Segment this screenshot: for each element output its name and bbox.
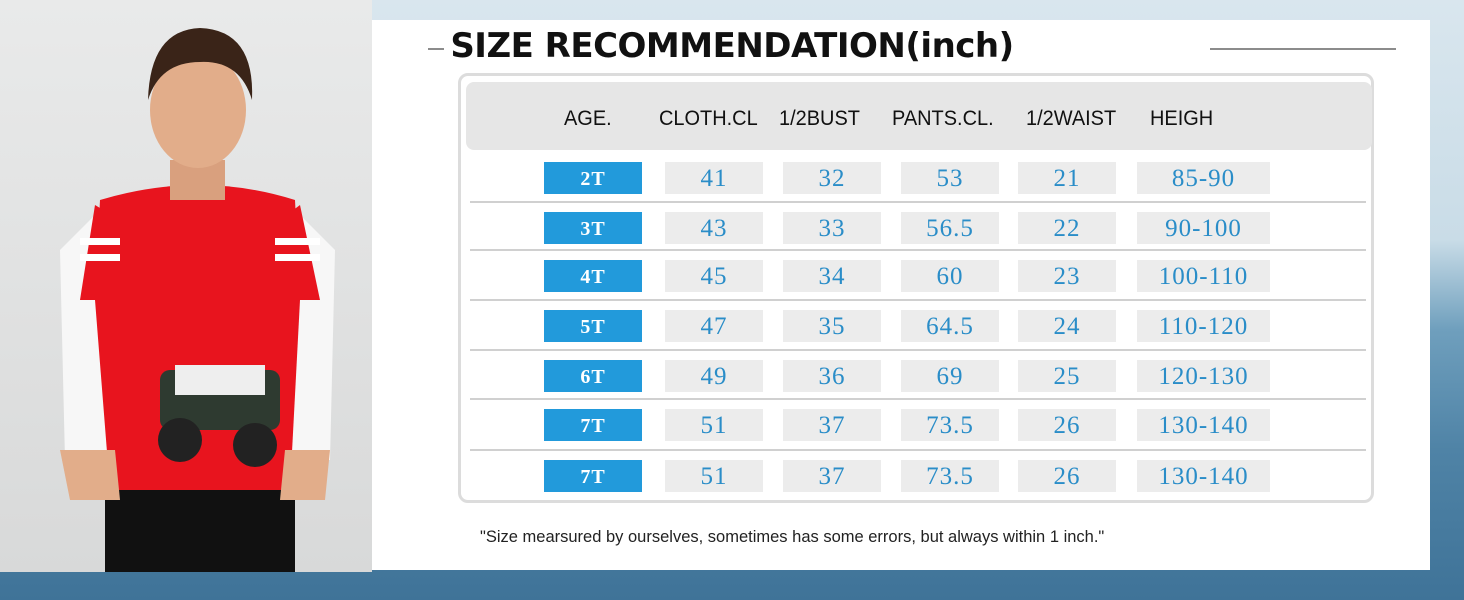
value-cell: 34 bbox=[783, 260, 881, 292]
value-cell: 60 bbox=[901, 260, 999, 292]
value-cell: 43 bbox=[665, 212, 763, 244]
car-graphic bbox=[158, 365, 280, 467]
age-cell: 3T bbox=[544, 212, 642, 244]
value-cell: 26 bbox=[1018, 409, 1116, 441]
value-cell: 73.5 bbox=[901, 460, 999, 492]
column-header: HEIGH bbox=[1150, 107, 1214, 130]
age-cell: 2T bbox=[544, 162, 642, 194]
value-cell: 25 bbox=[1018, 360, 1116, 392]
row-divider bbox=[470, 349, 1366, 351]
value-cell: 56.5 bbox=[901, 212, 999, 244]
value-cell: 41 bbox=[665, 162, 763, 194]
model-photo bbox=[0, 0, 372, 572]
column-header: AGE. bbox=[564, 107, 612, 130]
age-cell: 4T bbox=[544, 260, 642, 292]
value-cell: 22 bbox=[1018, 212, 1116, 244]
value-cell: 130-140 bbox=[1137, 409, 1270, 441]
value-cell: 120-130 bbox=[1137, 360, 1270, 392]
value-cell: 130-140 bbox=[1137, 460, 1270, 492]
age-cell: 6T bbox=[544, 360, 642, 392]
value-cell: 37 bbox=[783, 460, 881, 492]
value-cell: 73.5 bbox=[901, 409, 999, 441]
value-cell: 51 bbox=[665, 409, 763, 441]
chart-title: SIZE RECOMMENDATION(inch) bbox=[444, 26, 1020, 66]
value-cell: 23 bbox=[1018, 260, 1116, 292]
value-cell: 33 bbox=[783, 212, 881, 244]
column-header: 1/2BUST bbox=[779, 107, 860, 130]
value-cell: 53 bbox=[901, 162, 999, 194]
measurement-note: "Size mearsured by ourselves, sometimes … bbox=[480, 528, 1105, 546]
value-cell: 49 bbox=[665, 360, 763, 392]
value-cell: 37 bbox=[783, 409, 881, 441]
value-cell: 35 bbox=[783, 310, 881, 342]
age-cell: 5T bbox=[544, 310, 642, 342]
value-cell: 51 bbox=[665, 460, 763, 492]
age-cell: 7T bbox=[544, 409, 642, 441]
value-cell: 36 bbox=[783, 360, 881, 392]
value-cell: 26 bbox=[1018, 460, 1116, 492]
value-cell: 100-110 bbox=[1137, 260, 1270, 292]
value-cell: 21 bbox=[1018, 162, 1116, 194]
value-cell: 110-120 bbox=[1137, 310, 1270, 342]
value-cell: 85-90 bbox=[1137, 162, 1270, 194]
value-cell: 24 bbox=[1018, 310, 1116, 342]
value-cell: 64.5 bbox=[901, 310, 999, 342]
row-divider bbox=[470, 299, 1366, 301]
value-cell: 69 bbox=[901, 360, 999, 392]
value-cell: 32 bbox=[783, 162, 881, 194]
value-cell: 47 bbox=[665, 310, 763, 342]
value-cell: 90-100 bbox=[1137, 212, 1270, 244]
title-divider-right bbox=[1210, 48, 1396, 50]
size-table bbox=[458, 73, 1374, 503]
row-divider bbox=[470, 201, 1366, 203]
row-divider bbox=[470, 249, 1366, 251]
row-divider bbox=[470, 449, 1366, 451]
age-cell: 7T bbox=[544, 460, 642, 492]
row-divider bbox=[470, 398, 1366, 400]
column-header: CLOTH.CL bbox=[659, 107, 758, 130]
column-header: 1/2WAIST bbox=[1026, 107, 1117, 130]
column-header: PANTS.CL. bbox=[892, 107, 994, 130]
table-header bbox=[466, 82, 1372, 150]
value-cell: 45 bbox=[665, 260, 763, 292]
